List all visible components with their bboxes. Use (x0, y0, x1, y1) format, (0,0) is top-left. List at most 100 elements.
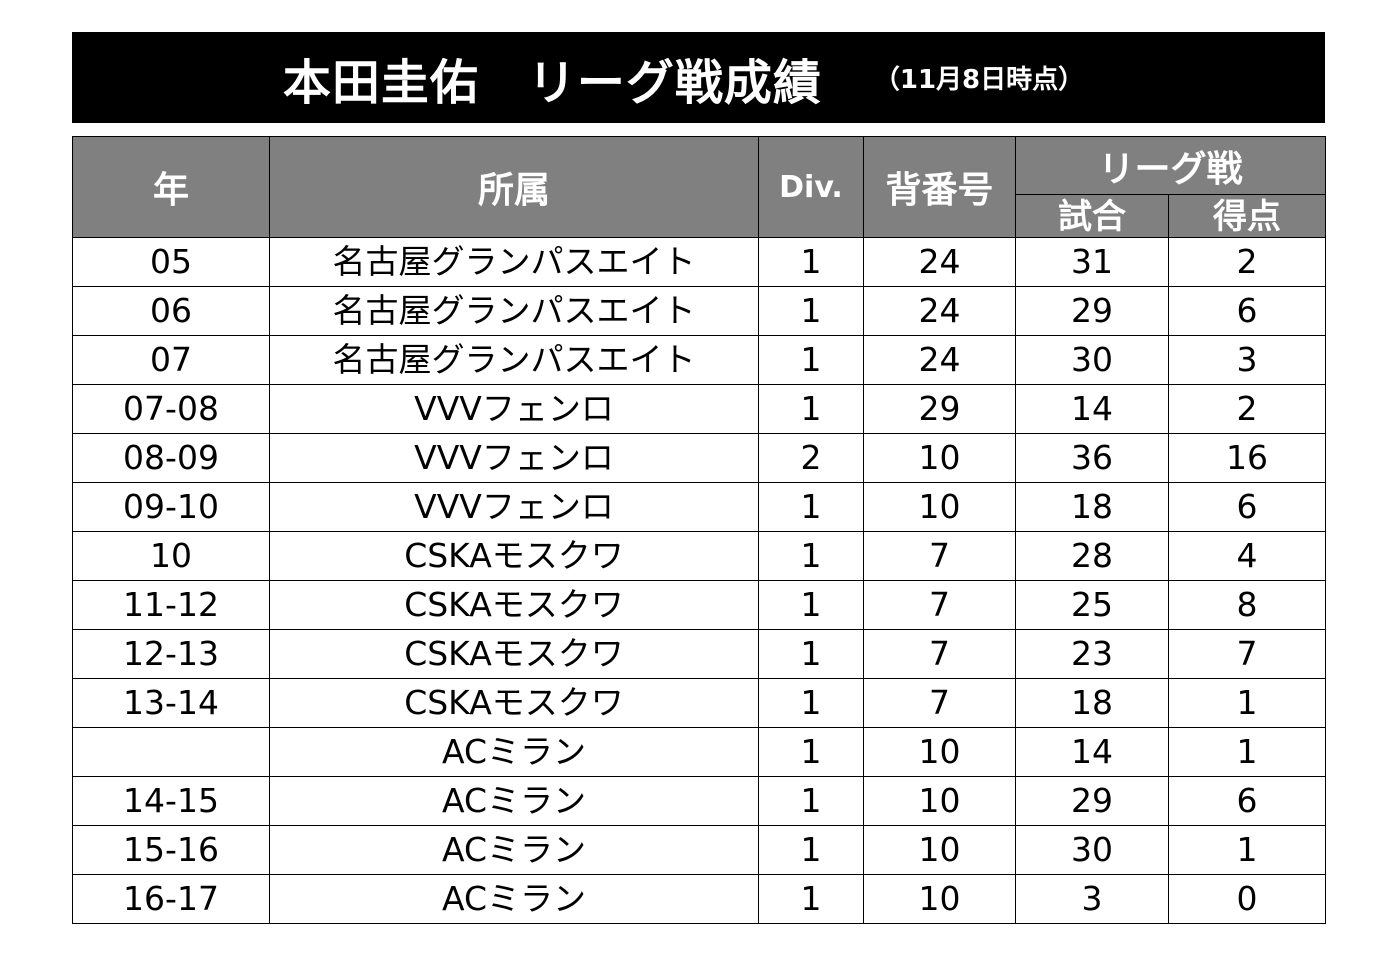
cell-number: 7 (863, 629, 1016, 679)
table-header: 年 所属 Div. 背番号 リーグ戦 試合 得点 (72, 136, 1327, 238)
table-row: 14-15 ACミラン 1 10 29 6 (72, 776, 1327, 826)
table-row: 15-16 ACミラン 1 10 30 1 (72, 825, 1327, 875)
cell-year: 10 (72, 531, 270, 581)
cell-goals: 1 (1167, 825, 1327, 875)
cell-division: 1 (758, 874, 864, 924)
cell-apps: 29 (1015, 286, 1169, 336)
header-apps: 試合 (1015, 194, 1169, 238)
cell-club: CSKAモスクワ (269, 678, 759, 728)
cell-number: 7 (863, 580, 1016, 630)
header-club: 所属 (269, 136, 759, 238)
cell-apps: 14 (1015, 384, 1169, 434)
cell-division: 1 (758, 237, 864, 287)
cell-year: 13-14 (72, 678, 270, 728)
cell-year: 05 (72, 237, 270, 287)
cell-club: 名古屋グランパスエイト (269, 237, 759, 287)
cell-year: 07 (72, 335, 270, 385)
header-number: 背番号 (863, 136, 1016, 238)
cell-apps: 14 (1015, 727, 1169, 777)
cell-goals: 0 (1167, 874, 1327, 924)
cell-club: ACミラン (269, 825, 759, 875)
cell-division: 1 (758, 335, 864, 385)
table-row: 05 名古屋グランパスエイト 1 24 31 2 (72, 237, 1327, 287)
cell-club: 名古屋グランパスエイト (269, 286, 759, 336)
table-row: 07-08 VVVフェンロ 1 29 14 2 (72, 384, 1327, 434)
cell-year: 06 (72, 286, 270, 336)
cell-club: ACミラン (269, 776, 759, 826)
cell-year: 11-12 (72, 580, 270, 630)
cell-number: 10 (863, 825, 1016, 875)
cell-apps: 36 (1015, 433, 1169, 483)
cell-goals: 6 (1167, 286, 1327, 336)
cell-apps: 28 (1015, 531, 1169, 581)
cell-number: 24 (863, 335, 1016, 385)
cell-club: ACミラン (269, 727, 759, 777)
cell-apps: 29 (1015, 776, 1169, 826)
cell-apps: 30 (1015, 335, 1169, 385)
cell-goals: 8 (1167, 580, 1327, 630)
cell-apps: 23 (1015, 629, 1169, 679)
cell-number: 7 (863, 531, 1016, 581)
table-row: 10 CSKAモスクワ 1 7 28 4 (72, 531, 1327, 581)
table-row: 06 名古屋グランパスエイト 1 24 29 6 (72, 286, 1327, 336)
header-year: 年 (72, 136, 270, 238)
cell-club: VVVフェンロ (269, 384, 759, 434)
cell-club: CSKAモスクワ (269, 629, 759, 679)
cell-division: 1 (758, 776, 864, 826)
cell-division: 1 (758, 286, 864, 336)
cell-year (72, 727, 270, 777)
header-division: Div. (758, 136, 864, 238)
table-row: 09-10 VVVフェンロ 1 10 18 6 (72, 482, 1327, 532)
cell-division: 1 (758, 482, 864, 532)
cell-goals: 2 (1167, 384, 1327, 434)
cell-number: 29 (863, 384, 1016, 434)
cell-division: 1 (758, 629, 864, 679)
header-goals: 得点 (1167, 194, 1327, 238)
cell-goals: 3 (1167, 335, 1327, 385)
table-body: 05 名古屋グランパスエイト 1 24 31 2 06 名古屋グランパスエイト 1 24 29 6 07… (72, 237, 1327, 924)
cell-goals: 16 (1167, 433, 1327, 483)
cell-year: 07-08 (72, 384, 270, 434)
cell-club: ACミラン (269, 874, 759, 924)
cell-year: 15-16 (72, 825, 270, 875)
league-stats-table: 年 所属 Div. 背番号 リーグ戦 試合 得点 05 名古屋グランパスエイト 1 2… (72, 136, 1327, 924)
cell-division: 1 (758, 384, 864, 434)
cell-goals: 7 (1167, 629, 1327, 679)
cell-division: 1 (758, 531, 864, 581)
table-row: 08-09 VVVフェンロ 2 10 36 16 (72, 433, 1327, 483)
cell-number: 10 (863, 727, 1016, 777)
cell-number: 24 (863, 237, 1016, 287)
cell-apps: 18 (1015, 678, 1169, 728)
cell-number: 7 (863, 678, 1016, 728)
cell-goals: 1 (1167, 727, 1327, 777)
header-league: リーグ戦 (1014, 136, 1327, 195)
cell-goals: 6 (1167, 482, 1327, 532)
page-title: 本田圭佑 リーグ戦成績 (282, 54, 822, 111)
cell-goals: 1 (1167, 678, 1327, 728)
cell-number: 10 (863, 874, 1016, 924)
page-subtitle: （11月8日時点） (873, 65, 1085, 95)
cell-number: 24 (863, 286, 1016, 336)
cell-number: 10 (863, 482, 1016, 532)
cell-club: VVVフェンロ (269, 433, 759, 483)
table-row: ACミラン 1 10 14 1 (72, 727, 1327, 777)
cell-club: 名古屋グランパスエイト (269, 335, 759, 385)
cell-year: 16-17 (72, 874, 270, 924)
table-row: 12-13 CSKAモスクワ 1 7 23 7 (72, 629, 1327, 679)
cell-goals: 2 (1167, 237, 1327, 287)
table-row: 07 名古屋グランパスエイト 1 24 30 3 (72, 335, 1327, 385)
cell-division: 1 (758, 580, 864, 630)
cell-number: 10 (863, 433, 1016, 483)
cell-apps: 31 (1015, 237, 1169, 287)
cell-club: CSKAモスクワ (269, 531, 759, 581)
cell-club: VVVフェンロ (269, 482, 759, 532)
cell-year: 09-10 (72, 482, 270, 532)
cell-division: 2 (758, 433, 864, 483)
cell-goals: 4 (1167, 531, 1327, 581)
cell-division: 1 (758, 727, 864, 777)
table-row: 13-14 CSKAモスクワ 1 7 18 1 (72, 678, 1327, 728)
cell-division: 1 (758, 678, 864, 728)
cell-apps: 3 (1015, 874, 1169, 924)
cell-apps: 30 (1015, 825, 1169, 875)
cell-division: 1 (758, 825, 864, 875)
